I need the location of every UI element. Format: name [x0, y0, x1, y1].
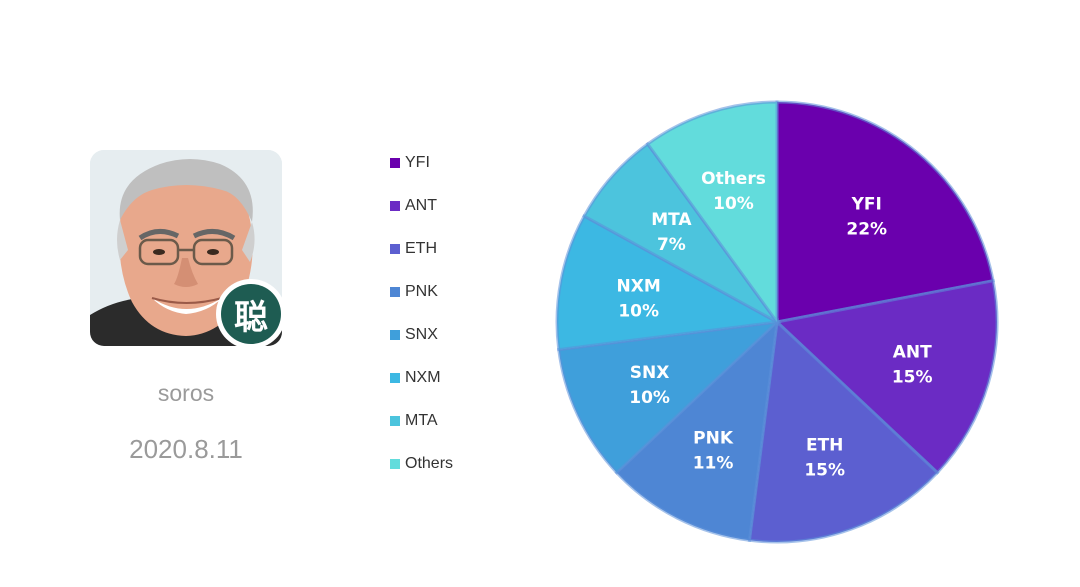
- slice-value-label: 11%: [693, 453, 734, 473]
- slice-value-label: 15%: [892, 367, 933, 387]
- pie-slice-eth: [747, 318, 940, 544]
- pie-slice-pnk: [614, 318, 780, 542]
- slice-label: ETH: [806, 435, 843, 455]
- legend-swatch: [390, 244, 400, 254]
- slice-value-label: 10%: [713, 194, 754, 214]
- legend-item-others: Others: [390, 453, 453, 475]
- slice-label: Others: [701, 169, 766, 189]
- slice-value-label: 10%: [618, 302, 659, 322]
- pie-slice-nxm: [555, 213, 782, 352]
- legend-label: MTA: [405, 412, 438, 429]
- legend-item-mta: MTA: [390, 410, 453, 432]
- pie-slice-others: [645, 100, 779, 327]
- legend-swatch: [390, 330, 400, 340]
- slice-label: YFI: [851, 195, 882, 215]
- legend-item-snx: SNX: [390, 324, 453, 346]
- legend-swatch: [390, 459, 400, 469]
- legend-item-eth: ETH: [390, 238, 453, 260]
- legend-label: NXM: [405, 369, 441, 386]
- legend-label: PNK: [405, 283, 438, 300]
- legend-item-yfi: YFI: [390, 152, 453, 174]
- post-date: 2020.8.11: [129, 434, 243, 464]
- legend-label: ETH: [405, 240, 437, 257]
- slice-value-label: 15%: [804, 460, 845, 480]
- slice-label: SNX: [630, 363, 670, 383]
- slice-value-label: 10%: [629, 388, 670, 408]
- slice-label: NXM: [617, 277, 661, 297]
- legend-label: Others: [405, 455, 454, 472]
- legend-label: YFI: [405, 154, 430, 171]
- pie-slice-snx: [557, 319, 782, 475]
- legend-swatch: [390, 158, 400, 168]
- portrait-image: [90, 150, 282, 346]
- legend-item-ant: ANT: [390, 195, 453, 217]
- legend-swatch: [390, 201, 400, 211]
- badge-text: 聪: [221, 284, 281, 344]
- legend-swatch: [390, 416, 400, 426]
- chart-legend: YFI ANT ETH PNK SNX NXM MTA Others: [390, 152, 453, 496]
- avatar: [90, 150, 282, 346]
- slice-label: PNK: [693, 428, 734, 448]
- pie-slice-yfi: [775, 100, 995, 324]
- slice-value-label: 7%: [657, 235, 686, 255]
- legend-label: SNX: [405, 326, 438, 343]
- legend-label: ANT: [405, 197, 437, 214]
- slice-label: ANT: [893, 342, 932, 362]
- slice-value-label: 22%: [846, 220, 887, 240]
- legend-swatch: [390, 287, 400, 297]
- legend-item-nxm: NXM: [390, 367, 453, 389]
- user-name: soros: [157, 380, 215, 406]
- legend-item-pnk: PNK: [390, 281, 453, 303]
- slice-label: MTA: [651, 210, 692, 230]
- badge-icon: 聪: [216, 279, 286, 349]
- legend-swatch: [390, 373, 400, 383]
- pie-slice-ant: [773, 279, 999, 475]
